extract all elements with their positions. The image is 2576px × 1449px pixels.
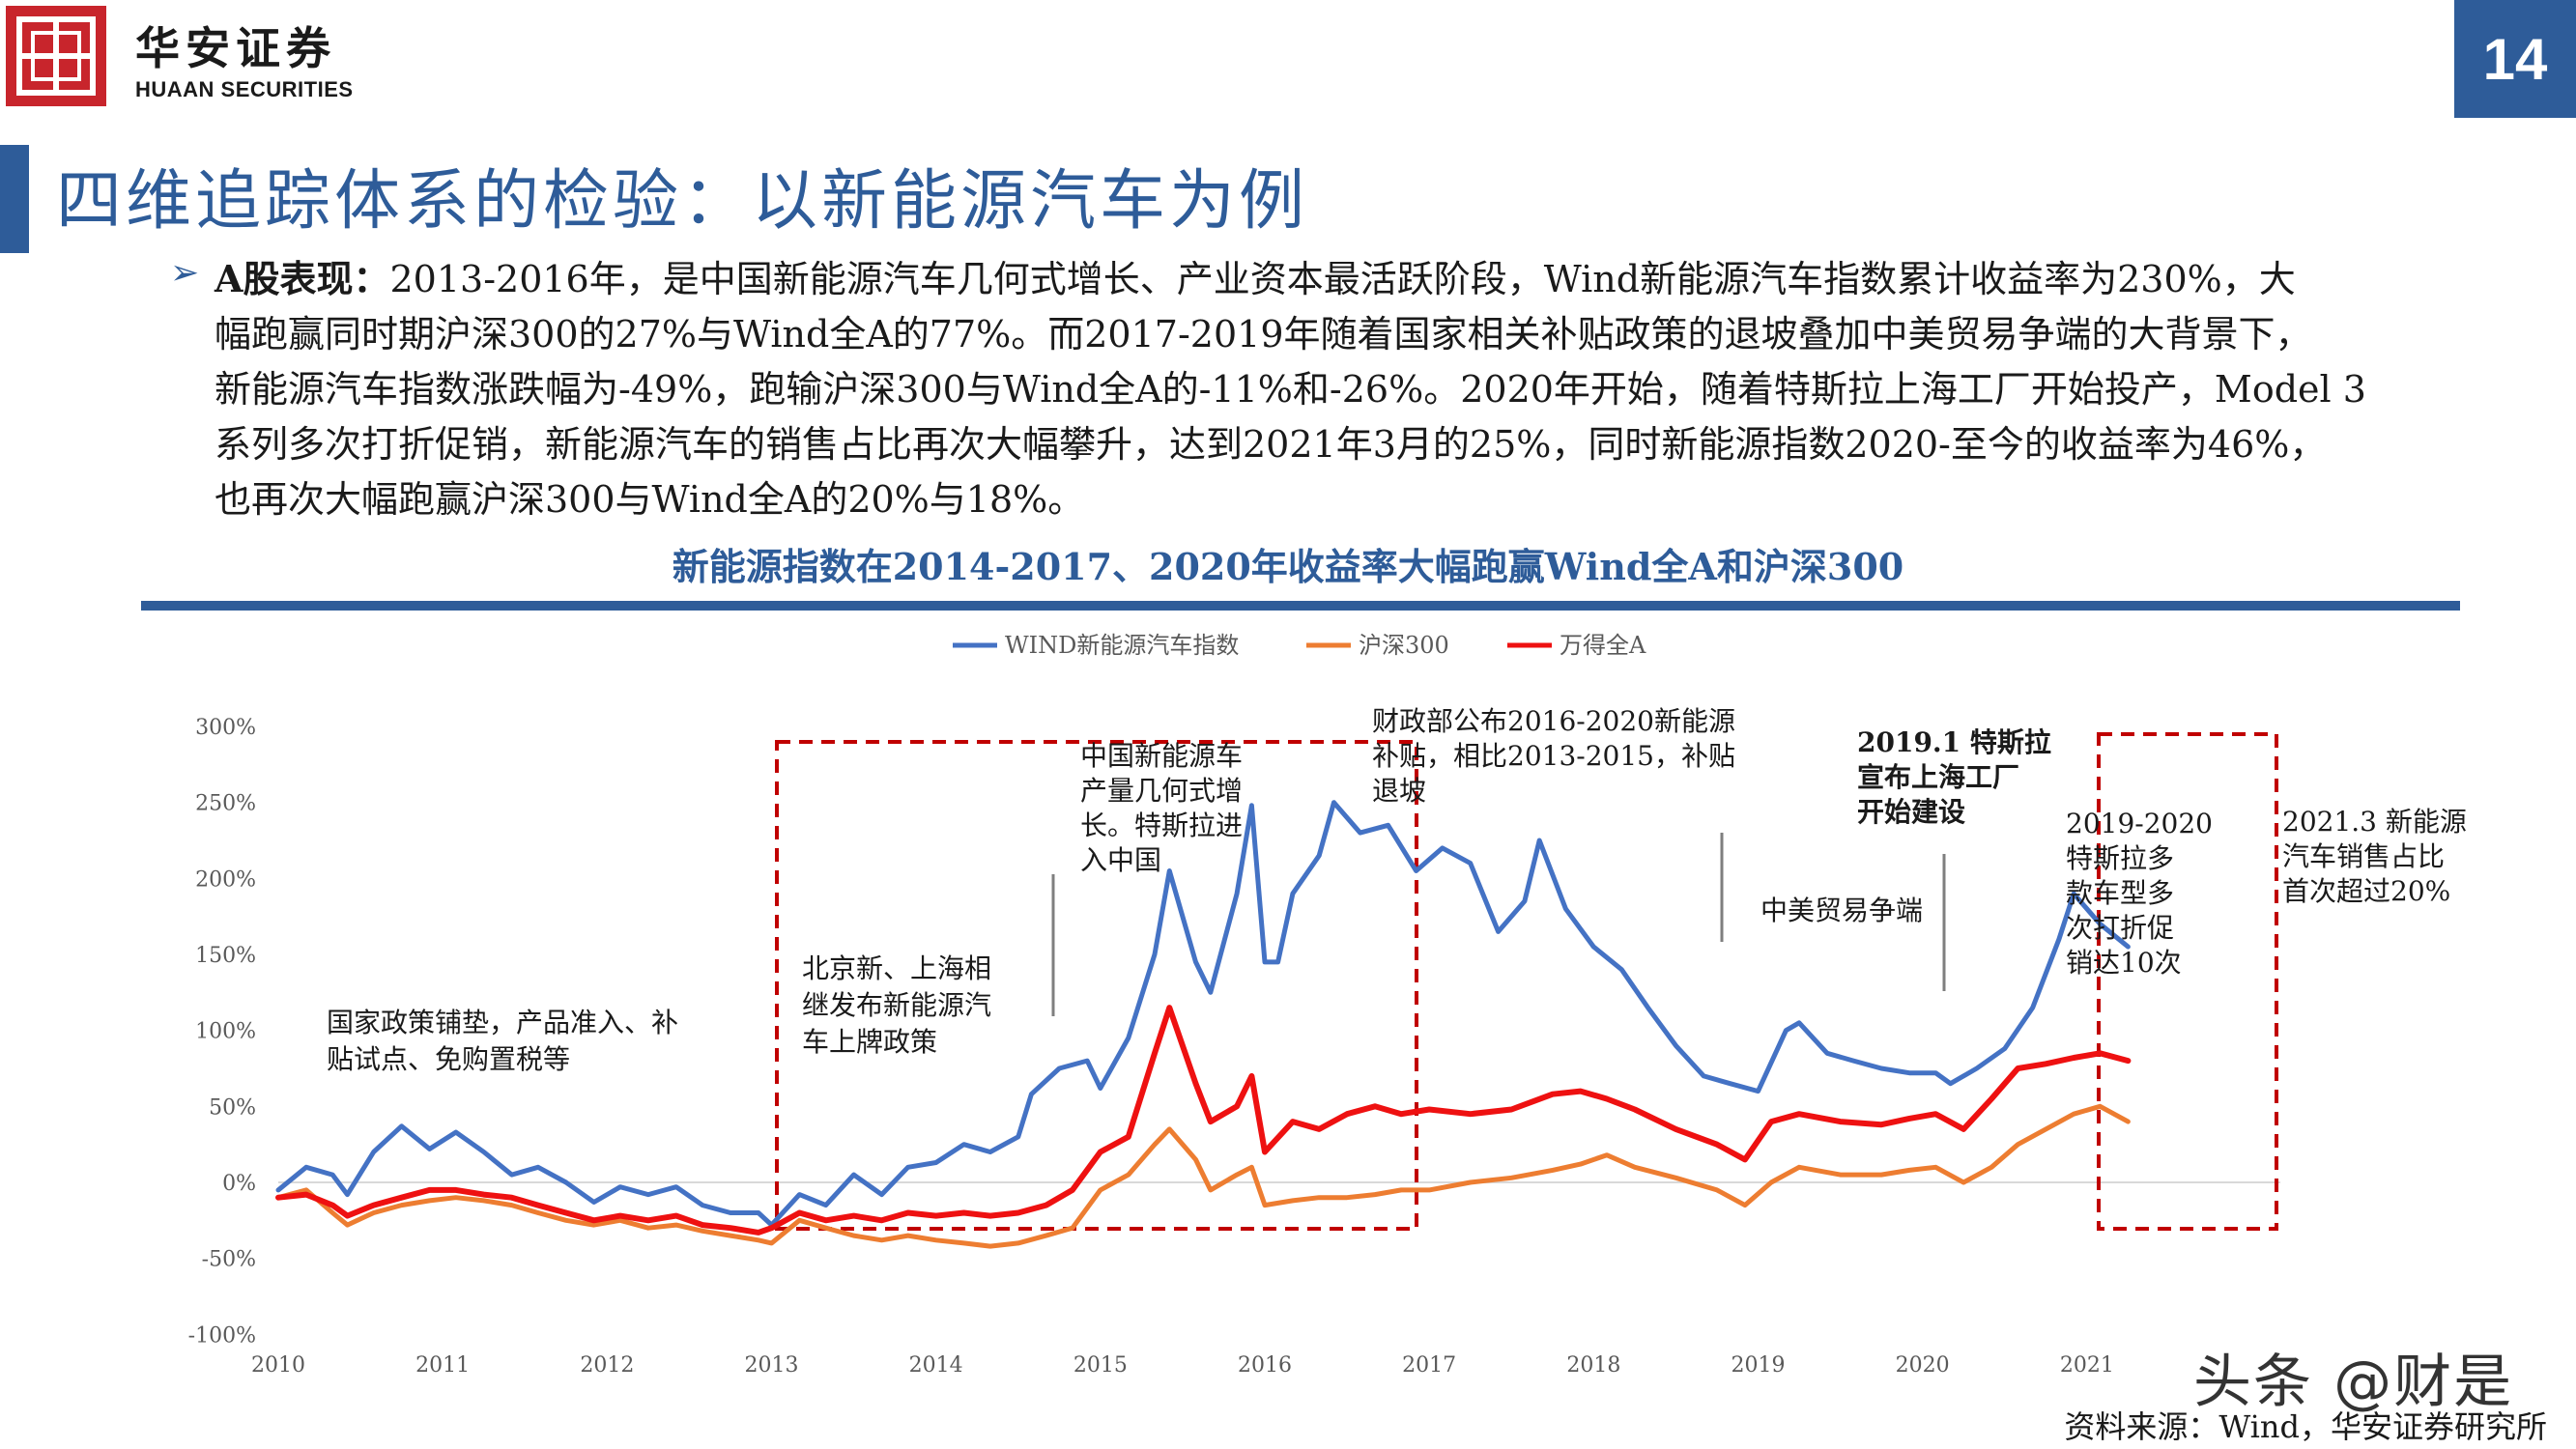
x-tick-label: 2013 [745,1353,799,1378]
chart-divider [141,601,2460,611]
chart-annotation: 继发布新能源汽 [802,989,991,1021]
chart-annotation: 汽车销售占比 [2282,840,2445,872]
chart-annotation: 财政部公布2016-2020新能源 [1372,705,1735,737]
highlight-box-2020-2021 [2097,732,2278,1231]
x-tick-label: 2014 [909,1353,963,1378]
series-line [275,1103,2131,1249]
x-tick-label: 2018 [1566,1353,1620,1378]
chart-annotation: 退坡 [1372,775,1426,807]
x-tick-label: 2010 [251,1353,305,1378]
chart-annotation: 入中国 [1080,844,1161,876]
y-tick-label: 100% [195,1020,256,1044]
chart-annotation: 车上牌政策 [802,1026,937,1058]
source-note: 资料来源：Wind，华安证券研究所 [2064,1408,2547,1445]
x-tick-label: 2011 [415,1353,470,1378]
logo-name-en: HUAAN SECURITIES [135,77,354,101]
y-tick-label: 150% [195,944,256,968]
x-tick-label: 2020 [1896,1353,1950,1378]
y-tick-label: 50% [209,1095,256,1120]
chart-subtitle: 新能源指数在2014-2017、2020年收益率大幅跑赢Wind全A和沪深300 [672,545,1904,588]
chart-annotation: 2019.1 特斯拉 [1857,726,2051,758]
body-paragraph: A股表现：2013-2016年，是中国新能源汽车几何式增长、产业资本最活跃阶段，… [215,251,2553,527]
body-line-1-text: 2013-2016年，是中国新能源汽车几何式增长、产业资本最活跃阶段，Wind新… [389,258,2296,300]
chart-annotation: 特斯拉多 [2066,842,2174,874]
watermark: 头条 @财是 [2193,1349,2514,1416]
chart-annotation: 补贴，相比2013-2015，补贴 [1372,740,1735,772]
chart-annotation: 贴试点、免购置税等 [327,1043,570,1075]
page-title: 四维追踪体系的检验：以新能源汽车为例 [56,163,1309,240]
chart-annotation: 2021.3 新能源 [2282,806,2467,838]
x-tick-label: 2012 [580,1353,634,1378]
series-line [275,1005,2132,1236]
chart-annotation: 次打折促 [2066,912,2174,944]
chart-annotation: 2019-2020 [2066,808,2213,839]
y-tick-label: 200% [195,867,256,892]
chart-annotation: 开始建设 [1857,796,1965,828]
body-line-3: 新能源汽车指数涨跌幅为-49%，跑输沪深300与Wind全A的-11%和-26%… [215,368,2366,411]
y-tick-label: 300% [195,716,256,740]
chart-annotation: 长。特斯拉进 [1080,810,1243,841]
x-tick-label: 2021 [2060,1353,2114,1378]
chart-annotation: 产量几何式增 [1080,775,1243,807]
page-number: 14 [2454,0,2576,118]
y-tick-label: 250% [195,792,256,816]
legend-label: 沪深300 [1359,632,1449,659]
y-tick-label: -50% [202,1248,256,1272]
y-tick-label: -100% [188,1323,256,1348]
body-line-2: 幅跑赢同时期沪深300的27%与Wind全A的77%。而2017-2019年随着… [215,313,2312,355]
x-tick-label: 2016 [1238,1353,1292,1378]
chart-annotation: 款车型多 [2066,877,2174,909]
chart-annotation: 中美贸易争端 [1760,895,1923,926]
body-line-5: 也再次大幅跑赢沪深300与Wind全A的20%与18%。 [215,478,1085,521]
title-accent-bar [0,145,29,253]
chart-annotation: 北京新、上海相 [802,952,991,984]
legend-label: 万得全A [1560,632,1646,659]
chart-annotation: 首次超过20% [2282,875,2450,907]
x-tick-label: 2015 [1073,1353,1128,1378]
chart-annotation: 销达10次 [2066,947,2182,979]
body-line-4: 系列多次打折促销，新能源汽车的销售占比再次大幅攀升，达到2021年3月的25%，… [215,423,2327,466]
legend-label: WIND新能源汽车指数 [1005,632,1239,659]
series-line [275,800,2131,1228]
chart-annotation: 国家政策铺垫，产品准入、补 [327,1007,678,1038]
chart-annotation: 宣布上海工厂 [1857,761,2019,793]
body-line-1: A股表现：2013-2016年，是中国新能源汽车几何式增长、产业资本最活跃阶段，… [215,251,2553,307]
x-tick-label: 2017 [1402,1353,1456,1378]
y-tick-label: 0% [222,1172,256,1196]
highlight-box-2013-2016 [775,740,1418,1231]
body-lead: A股表现： [215,257,390,300]
x-tick-label: 2019 [1732,1353,1786,1378]
logo-name-cn: 华安证券 [135,22,336,74]
huaan-logo-icon [6,6,106,106]
bullet-arrow-icon: ➢ [170,253,200,293]
chart-annotation: 中国新能源车 [1080,740,1243,772]
